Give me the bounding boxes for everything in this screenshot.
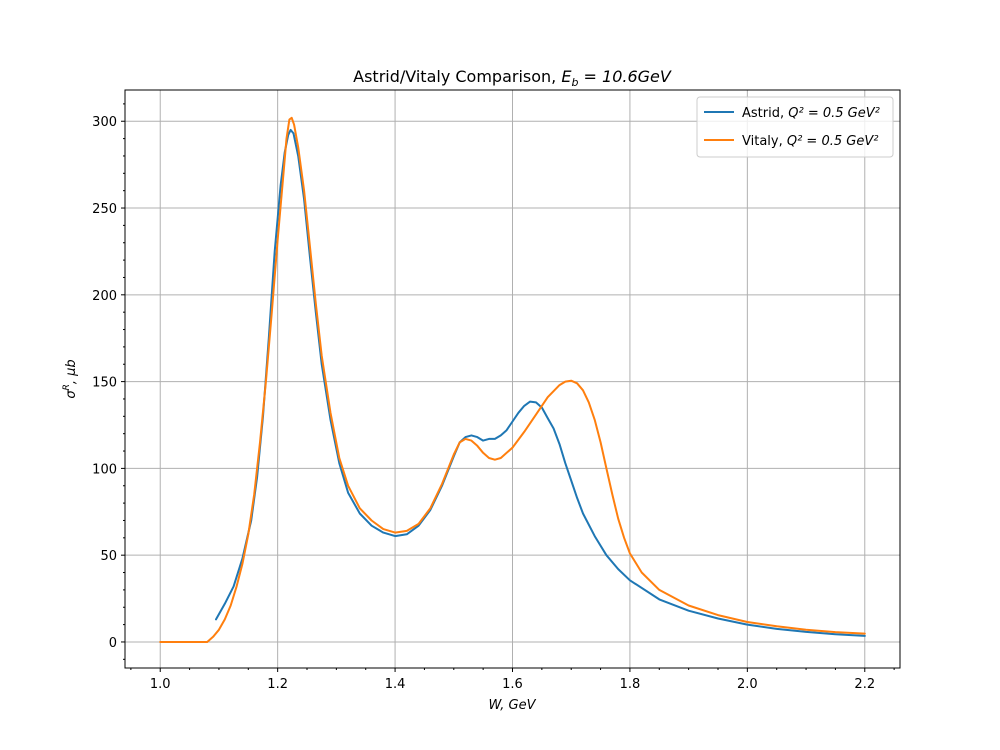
grid <box>125 90 900 668</box>
series-layer <box>159 116 866 643</box>
y-tick-label: 100 <box>92 462 117 477</box>
x-axis-label: W, GeV <box>488 698 536 713</box>
x-tick-label: 1.8 <box>620 677 641 692</box>
x-tick-label: 1.4 <box>385 677 406 692</box>
y-tick-label: 50 <box>100 549 117 564</box>
x-tick-label: 1.0 <box>150 677 171 692</box>
legend-box <box>696 96 894 158</box>
legend-label-vitaly: Vitaly, Q² = 0.5 GeV² <box>742 134 878 149</box>
x-tick-label: 2.0 <box>737 677 758 692</box>
y-tick-label: 300 <box>92 115 117 130</box>
x-tick-label: 1.2 <box>267 677 288 692</box>
y-axis-label: σR, μb <box>62 359 79 398</box>
legend-label-astrid: Astrid, Q² = 0.5 GeV² <box>742 106 880 121</box>
chart-title: Astrid/Vitaly Comparison, Eb = 10.6GeV <box>353 67 672 89</box>
y-tick-label: 0 <box>109 636 117 651</box>
series-line-vitaly <box>159 116 866 643</box>
y-tick-label: 250 <box>92 202 117 217</box>
ticks: 1.0 1.2 1.4 1.6 1.8 2.0 2.2 0 50 100 150 200 250 300 <box>92 103 895 692</box>
x-tick-label: 2.2 <box>854 677 875 692</box>
legend: Astrid, Q² = 0.5 GeV² Vitaly, Q² = 0.5 G… <box>696 96 894 158</box>
x-tick-label: 1.6 <box>502 677 523 692</box>
y-tick-label: 200 <box>92 289 117 304</box>
y-tick-label: 150 <box>92 376 117 391</box>
